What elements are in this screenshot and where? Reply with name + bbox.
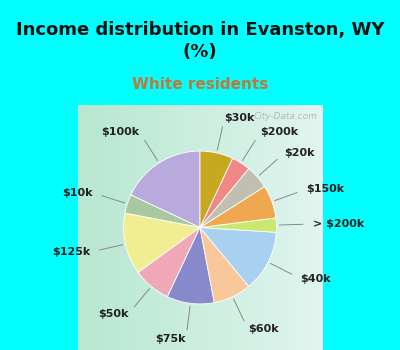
Text: $100k: $100k — [102, 127, 140, 137]
Text: $150k: $150k — [306, 184, 344, 194]
Text: City-Data.com: City-Data.com — [254, 112, 318, 121]
Text: Income distribution in Evanston, WY
(%): Income distribution in Evanston, WY (%) — [16, 21, 384, 61]
Wedge shape — [200, 158, 249, 228]
Text: $20k: $20k — [284, 148, 315, 158]
Text: White residents: White residents — [132, 77, 268, 92]
Text: $30k: $30k — [224, 112, 255, 122]
Text: > $200k: > $200k — [313, 219, 364, 229]
Wedge shape — [124, 213, 200, 272]
Text: $10k: $10k — [62, 188, 93, 198]
Wedge shape — [200, 151, 232, 228]
Wedge shape — [138, 228, 200, 297]
Wedge shape — [200, 169, 264, 228]
Wedge shape — [168, 228, 214, 304]
Text: $200k: $200k — [260, 127, 298, 137]
Wedge shape — [200, 187, 276, 228]
Wedge shape — [125, 195, 200, 228]
Text: $40k: $40k — [300, 274, 331, 284]
Wedge shape — [131, 151, 200, 228]
Wedge shape — [200, 218, 276, 232]
Text: $50k: $50k — [98, 309, 128, 319]
Text: $60k: $60k — [248, 324, 279, 335]
Wedge shape — [200, 228, 276, 286]
Wedge shape — [200, 228, 249, 303]
Text: $75k: $75k — [155, 334, 186, 344]
Text: $125k: $125k — [52, 247, 90, 257]
